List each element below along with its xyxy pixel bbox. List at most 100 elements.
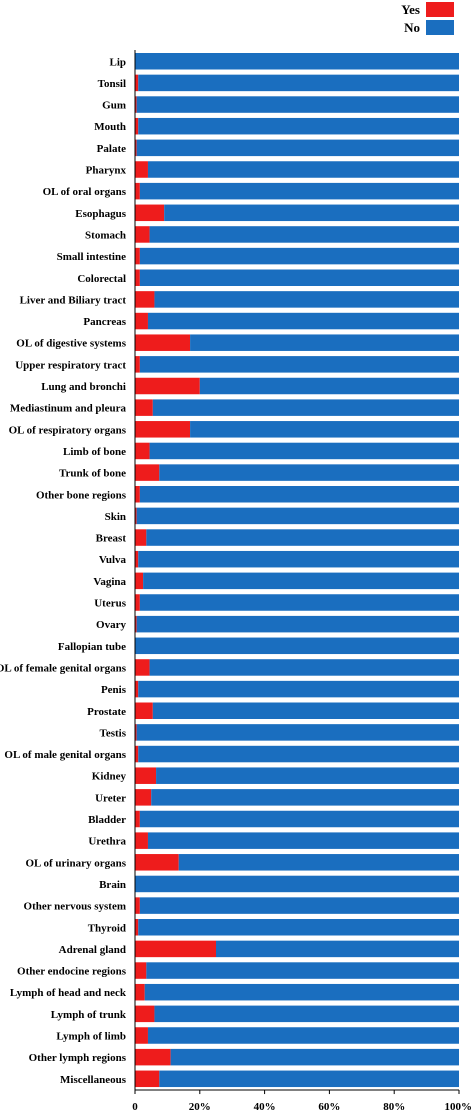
bar-yes-22 — [135, 529, 147, 546]
bar-no-7 — [164, 204, 459, 222]
category-label: OL of urinary organs — [25, 857, 126, 869]
bar-no-34 — [151, 789, 459, 806]
x-tick-label: 60% — [318, 1101, 340, 1113]
category-label: Mouth — [94, 121, 126, 133]
category-label: Mediastinum and pleura — [10, 403, 127, 415]
bar-no-15 — [199, 377, 460, 395]
category-label: Uterus — [94, 598, 126, 610]
category-label: Penis — [101, 684, 127, 696]
category-label: Thyroid — [88, 922, 126, 934]
bar-yes-19 — [135, 464, 160, 481]
bar-no-41 — [216, 940, 459, 958]
bar-yes-4 — [135, 139, 137, 157]
legend-label-no: No — [404, 20, 420, 35]
category-label: Liver and Biliary tract — [20, 294, 127, 306]
category-label: Lip — [109, 56, 126, 68]
bar-no-46 — [170, 1048, 459, 1066]
x-tick-label: 100% — [445, 1101, 473, 1113]
category-label: Limb of bone — [63, 446, 126, 458]
bar-no-27 — [135, 637, 459, 655]
category-labels: Lip Tonsil Gum Mouth Palate Pharynx OL of oral… — [0, 56, 127, 1086]
bar-no-10 — [139, 269, 460, 286]
bar-yes-17 — [135, 421, 191, 438]
category-label: Other bone regions — [36, 489, 127, 501]
bar-yes-2 — [135, 96, 137, 113]
bar-no-26 — [136, 615, 459, 633]
bar-no-4 — [136, 139, 459, 157]
bar-no-47 — [159, 1070, 460, 1088]
bar-no-36 — [147, 832, 459, 849]
category-label: OL of oral organs — [43, 186, 127, 198]
bar-no-17 — [190, 421, 459, 438]
category-label: Kidney — [92, 771, 127, 783]
x-axis: 0 20% 40% 60% 80% 100% — [132, 50, 472, 1113]
bar-yes-8 — [135, 226, 150, 243]
category-label: Vagina — [93, 576, 126, 588]
bar-no-30 — [152, 702, 459, 719]
bar-no-42 — [146, 962, 459, 979]
bar-yes-45 — [135, 1027, 148, 1044]
category-label: OL of digestive systems — [16, 338, 126, 350]
category-label: Adrenal gland — [59, 944, 126, 956]
category-label: Testis — [100, 727, 127, 739]
bar-no-29 — [138, 680, 460, 698]
category-label: Prostate — [87, 706, 126, 718]
category-label: Pharynx — [86, 165, 127, 177]
bar-yes-28 — [135, 659, 150, 676]
bar-yes-43 — [135, 983, 145, 1001]
category-label: Lung and bronchi — [41, 381, 126, 393]
bars — [135, 53, 460, 1088]
category-label: OL of male genital organs — [4, 749, 126, 761]
category-label: Small intestine — [57, 251, 126, 263]
bar-no-22 — [146, 529, 459, 546]
bar-yes-18 — [135, 442, 150, 460]
bar-yes-11 — [135, 291, 155, 308]
category-label: Urethra — [88, 836, 126, 848]
category-label: Other lymph regions — [29, 1052, 127, 1064]
legend-swatch-no — [426, 20, 454, 35]
bar-yes-13 — [135, 334, 191, 351]
bar-yes-30 — [135, 702, 153, 719]
bar-yes-29 — [135, 680, 139, 698]
bar-no-8 — [149, 226, 459, 243]
category-label: Lymph of trunk — [51, 1009, 127, 1021]
category-label: Vulva — [99, 554, 127, 566]
category-label: Ureter — [95, 792, 126, 804]
legend-swatch-yes — [426, 2, 454, 17]
category-label: Breast — [96, 533, 127, 545]
bar-yes-9 — [135, 247, 140, 265]
category-label: Lymph of head and neck — [10, 987, 127, 999]
x-tick-label: 0 — [132, 1101, 138, 1113]
bar-no-28 — [149, 659, 459, 676]
category-label: Trunk of bone — [59, 468, 126, 480]
legend-label-yes: Yes — [401, 2, 420, 17]
bar-no-33 — [156, 767, 459, 784]
bar-no-1 — [138, 74, 460, 92]
bar-no-12 — [147, 312, 459, 330]
category-label: Esophagus — [75, 208, 126, 220]
bar-no-39 — [139, 897, 460, 914]
bar-yes-39 — [135, 897, 140, 914]
bar-no-11 — [154, 291, 459, 308]
bar-no-24 — [143, 572, 459, 590]
category-label: Colorectal — [77, 273, 126, 285]
category-label: Other endocine regions — [17, 966, 127, 978]
bar-no-32 — [138, 745, 460, 763]
bar-yes-24 — [135, 572, 144, 590]
bar-yes-37 — [135, 854, 179, 871]
category-label: Stomach — [85, 229, 126, 241]
category-label: Pancreas — [83, 316, 126, 328]
bar-no-20 — [139, 486, 460, 503]
bar-yes-23 — [135, 550, 139, 568]
bar-yes-16 — [135, 399, 153, 416]
bar-yes-20 — [135, 486, 140, 503]
bar-no-37 — [178, 854, 460, 871]
bar-yes-31 — [135, 724, 137, 741]
bar-yes-46 — [135, 1048, 171, 1066]
bar-yes-36 — [135, 832, 148, 849]
category-label: Upper respiratory tract — [15, 359, 126, 371]
bar-yes-25 — [135, 594, 140, 611]
bar-yes-1 — [135, 74, 139, 92]
x-tick-label: 20% — [189, 1101, 211, 1113]
